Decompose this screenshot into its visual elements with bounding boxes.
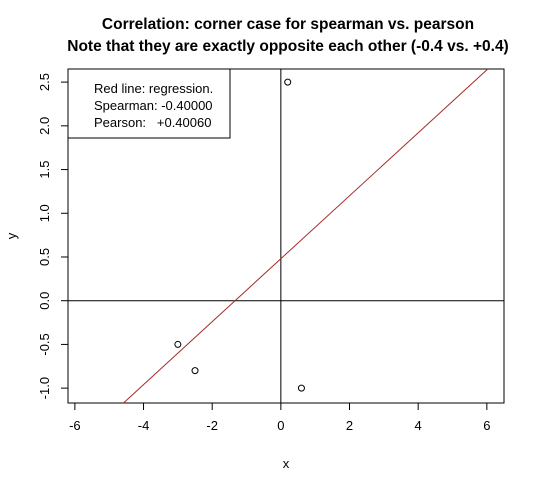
y-tick-label: -1.0 bbox=[37, 377, 52, 399]
legend-line-2: Spearman: -0.40000 bbox=[94, 98, 213, 113]
y-tick-label: 1.5 bbox=[37, 161, 52, 179]
data-point bbox=[174, 340, 182, 348]
x-tick-label: 2 bbox=[346, 418, 353, 433]
data-point bbox=[191, 367, 199, 375]
y-tick-label: 2.0 bbox=[37, 117, 52, 135]
plot-frame bbox=[67, 68, 505, 404]
y-axis-label: y bbox=[4, 232, 19, 239]
legend-line-3: Pearson: +0.40060 bbox=[94, 115, 211, 130]
y-tick-label: 0.5 bbox=[37, 248, 52, 266]
chart-subtitle: Note that they are exactly opposite each… bbox=[67, 38, 508, 55]
x-axis: -6 -4 -2 0 2 4 6 bbox=[69, 403, 490, 433]
y-tick-label: 0.0 bbox=[37, 292, 52, 310]
x-tick-label: -2 bbox=[206, 418, 218, 433]
x-axis-label: x bbox=[283, 456, 290, 471]
x-tick-label: 0 bbox=[277, 418, 284, 433]
reference-lines bbox=[68, 69, 504, 403]
regression-line-group bbox=[123, 68, 489, 404]
data-point bbox=[284, 78, 292, 86]
x-tick-label: -6 bbox=[69, 418, 81, 433]
y-tick-label: 2.5 bbox=[37, 73, 52, 91]
y-tick-label: 1.0 bbox=[37, 204, 52, 222]
y-axis: -1.0 -0.5 0.0 0.5 1.0 1.5 2.0 2.5 bbox=[37, 73, 68, 399]
data-point bbox=[297, 384, 305, 392]
legend-line-1: Red line: regression. bbox=[94, 81, 213, 96]
regression-line bbox=[123, 68, 489, 404]
x-tick-label: 6 bbox=[483, 418, 490, 433]
legend-box bbox=[67, 68, 231, 139]
chart-title: Correlation: corner case for spearman vs… bbox=[102, 16, 474, 33]
y-tick-label: -0.5 bbox=[37, 333, 52, 355]
data-points bbox=[174, 78, 305, 392]
legend: Red line: regression. Spearman: -0.40000… bbox=[67, 68, 231, 139]
x-tick-label: -4 bbox=[138, 418, 150, 433]
x-tick-label: 4 bbox=[415, 418, 422, 433]
